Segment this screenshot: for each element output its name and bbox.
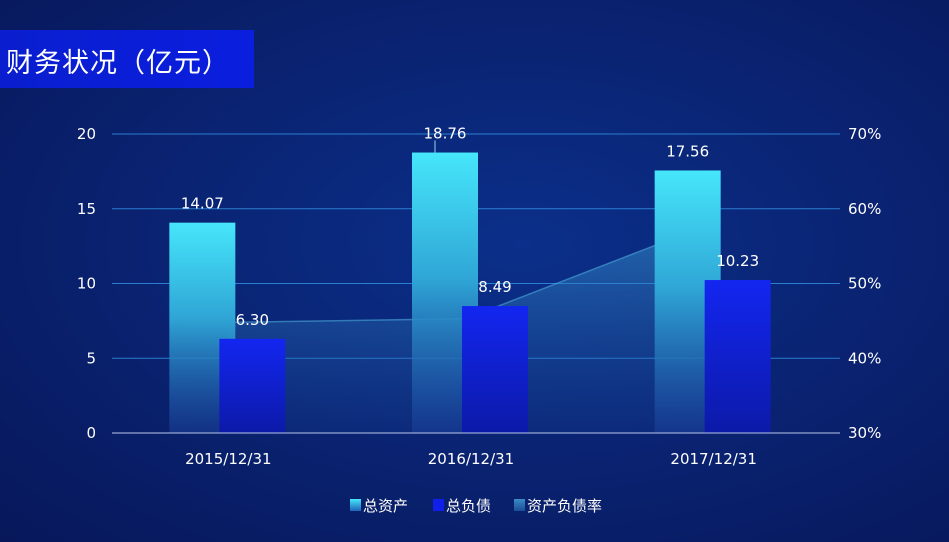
x-tick-label: 2016/12/31 — [428, 450, 514, 468]
data-label-total-assets: 17.56 — [666, 142, 709, 160]
data-label-total-assets: 18.76 — [424, 125, 467, 143]
y-left-tick-label: 10 — [77, 275, 96, 293]
legend-swatch — [350, 499, 361, 511]
legend-label: 资产负债率 — [527, 497, 602, 515]
y-left-tick-label: 15 — [77, 200, 96, 218]
bars-layer — [169, 152, 771, 433]
data-label-total-debt: 8.49 — [478, 278, 511, 296]
legend-label: 总负债 — [446, 497, 491, 515]
x-tick-label: 2015/12/31 — [185, 450, 271, 468]
legend: 总资产 总负债 资产负债率 — [350, 497, 602, 515]
axes-layer: 0 5 10 15 20 30% 40% 50% 60% 70% 2015/12/31 2016/12… — [77, 125, 881, 468]
data-label-total-assets: 14.07 — [181, 195, 224, 213]
y-left-tick-label: 5 — [86, 349, 96, 367]
data-label-total-debt: 10.23 — [716, 252, 759, 270]
y-right-tick-label: 70% — [848, 125, 881, 143]
y-right-tick-label: 40% — [848, 349, 881, 367]
y-right-tick-label: 60% — [848, 200, 881, 218]
data-labels-layer: 14.07 6.30 18.76 8.49 17.56 10.23 — [181, 125, 759, 329]
data-label-total-debt: 6.30 — [236, 311, 269, 329]
legend-swatch — [514, 499, 525, 511]
y-left-tick-label: 20 — [77, 125, 96, 143]
page-title: 财务状况（亿元） — [6, 48, 230, 79]
bar-total-debt — [219, 338, 286, 433]
y-right-tick-label: 30% — [848, 424, 881, 442]
y-left-tick-label: 0 — [86, 424, 96, 442]
title-banner — [0, 30, 254, 88]
y-right-tick-label: 50% — [848, 275, 881, 293]
bar-total-debt — [704, 280, 771, 433]
bar-total-debt — [462, 306, 528, 433]
legend-swatch — [433, 499, 444, 511]
x-tick-label: 2017/12/31 — [670, 450, 756, 468]
legend-label: 总资产 — [363, 497, 408, 515]
